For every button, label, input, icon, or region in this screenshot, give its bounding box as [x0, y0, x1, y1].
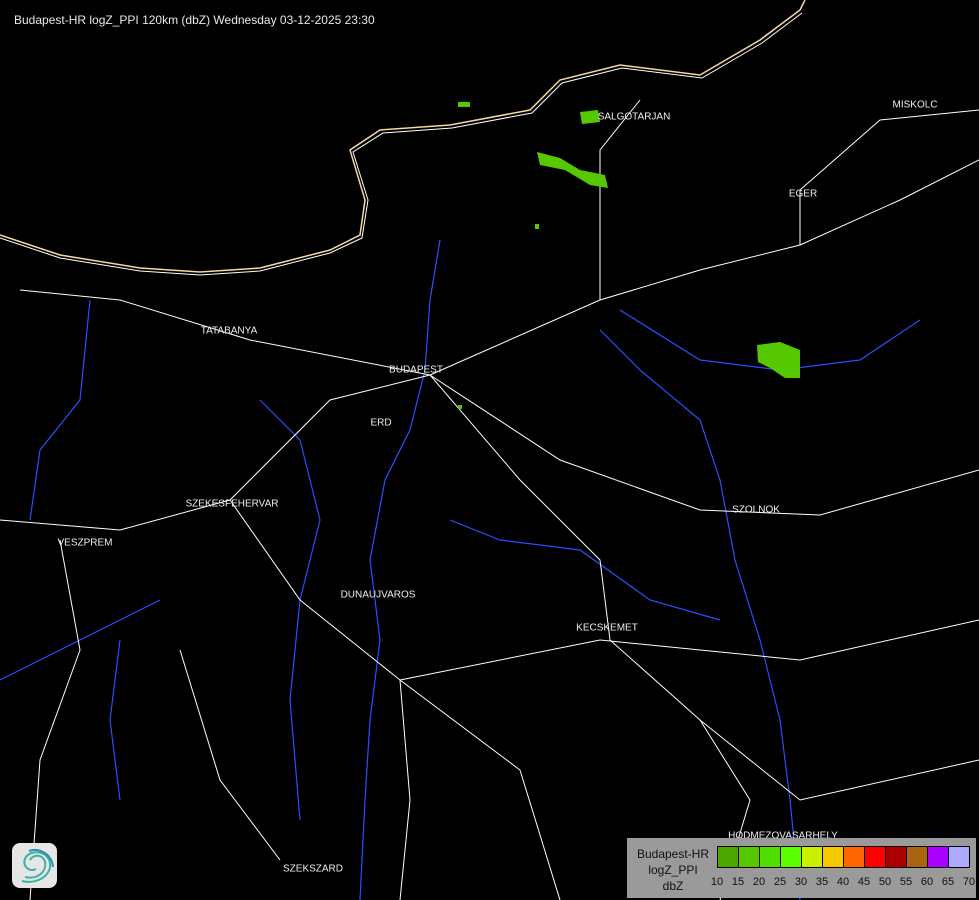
legend-swatch: [781, 847, 802, 867]
legend-tick: 40: [836, 876, 850, 888]
legend-swatch: [907, 847, 928, 867]
legend-swatch: [823, 847, 844, 867]
city-label: KECSKEMET: [576, 622, 638, 634]
legend-tick: 55: [899, 876, 913, 888]
legend-tick: 70: [962, 876, 976, 888]
legend-tick: 25: [773, 876, 787, 888]
legend-tick: 45: [857, 876, 871, 888]
legend-line: logZ_PPI: [648, 863, 698, 877]
city-label: HODMEZOVASARHELY: [728, 830, 838, 842]
legend-ticks: 10 15 20 25 30 35 40 45 50 55 60 65 70: [711, 876, 975, 892]
legend-swatch: [844, 847, 865, 867]
city-label: SZOLNOK: [732, 504, 780, 516]
city-label: TATABANYA: [200, 325, 258, 337]
legend-colorbar: [717, 846, 970, 868]
legend-swatch: [928, 847, 949, 867]
swirl-logo-icon: [12, 843, 57, 888]
legend-tick: 30: [794, 876, 808, 888]
city-label: SZEKSZARD: [282, 863, 344, 875]
city-label: BUDAPEST: [389, 364, 443, 376]
legend-line: Budapest-HR: [636, 847, 710, 861]
legend-tick: 60: [920, 876, 934, 888]
legend-tick: 10: [710, 876, 724, 888]
roads-and-borders: [0, 12, 979, 900]
legend-swatch: [949, 847, 969, 867]
legend-tick: 20: [752, 876, 766, 888]
city-label: MISKOLC: [892, 99, 938, 111]
color-legend: Budapest-HR logZ_PPI dbZ 10 15 20 25 30 35 40 4…: [627, 838, 976, 898]
radar-echoes: [458, 102, 800, 409]
legend-label: Budapest-HR logZ_PPI dbZ: [627, 846, 719, 894]
rivers: [0, 239, 921, 900]
legend-swatch: [718, 847, 739, 867]
city-label: VESZPREM: [57, 537, 113, 549]
legend-swatch: [760, 847, 781, 867]
legend-swatch: [739, 847, 760, 867]
legend-swatch: [802, 847, 823, 867]
legend-line: dbZ: [662, 879, 684, 893]
border-coast: [0, 0, 806, 273]
city-label: SALGOTARJAN: [597, 111, 671, 123]
legend-swatch: [886, 847, 907, 867]
legend-tick: 50: [878, 876, 892, 888]
city-label: DUNAUJVAROS: [340, 589, 416, 601]
legend-tick: 65: [941, 876, 955, 888]
legend-swatch: [865, 847, 886, 867]
city-label: SZEKESFEHERVAR: [185, 498, 279, 510]
city-label: ERD: [370, 417, 392, 429]
legend-tick: 35: [815, 876, 829, 888]
legend-tick: 15: [731, 876, 745, 888]
city-label: EGER: [788, 188, 818, 200]
map-title: Budapest-HR logZ_PPI 120km (dbZ) Wednesd…: [14, 13, 375, 27]
